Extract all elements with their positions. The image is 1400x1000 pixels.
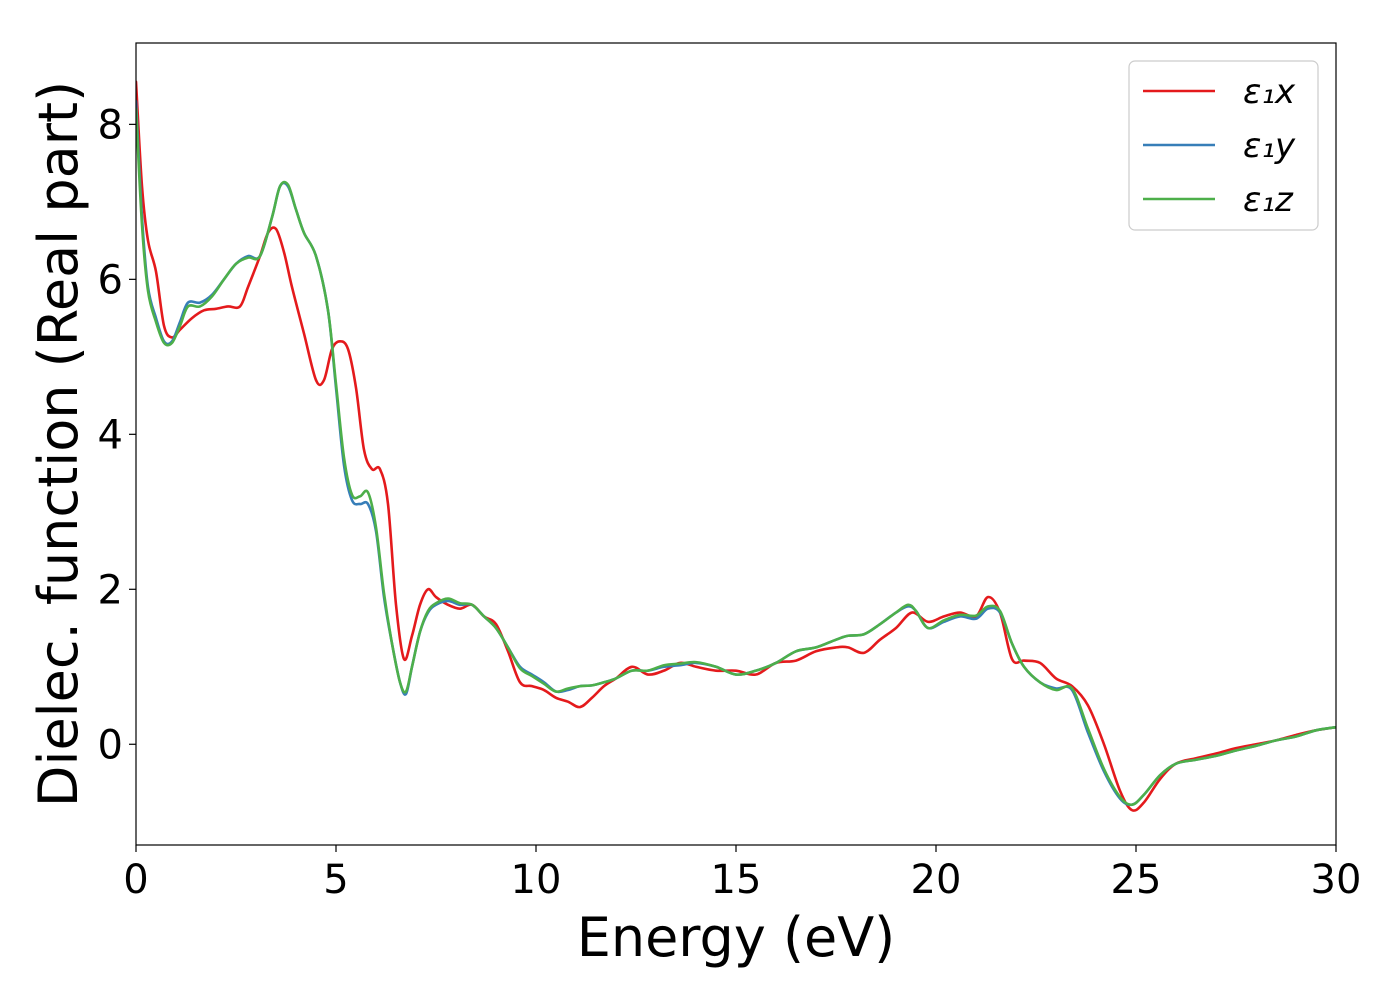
- y-axis: 0 2 4 6 8: [98, 102, 136, 768]
- x-tick-label: 15: [711, 857, 762, 903]
- legend-frame: [1128, 60, 1319, 231]
- x-axis: 0 5 10 15 20 25 30: [123, 845, 1361, 903]
- legend-entry-label: ε₁x: [1243, 72, 1296, 112]
- legend-entry-label: ε₁y: [1243, 126, 1296, 166]
- series-line-1: [136, 80, 1336, 812]
- series-line-3: [136, 107, 1336, 807]
- y-axis-label: Dielec. function (Real part): [27, 81, 90, 807]
- x-tick-label: 0: [123, 857, 148, 903]
- series-layer: [136, 80, 1336, 812]
- y-tick-label: 4: [98, 412, 123, 458]
- x-axis-label: Energy (eV): [577, 906, 896, 969]
- legend-entry-label: ε₁z: [1243, 180, 1294, 220]
- y-tick-label: 8: [98, 102, 123, 148]
- x-tick-label: 20: [911, 857, 962, 903]
- x-tick-label: 5: [323, 857, 348, 903]
- x-tick-label: 30: [1311, 857, 1362, 903]
- x-tick-label: 10: [511, 857, 562, 903]
- y-tick-label: 2: [98, 567, 123, 613]
- legend: ε₁x ε₁y ε₁z: [1128, 60, 1319, 231]
- y-tick-label: 6: [98, 257, 123, 303]
- y-tick-label: 0: [98, 722, 123, 768]
- x-tick-label: 25: [1111, 857, 1162, 903]
